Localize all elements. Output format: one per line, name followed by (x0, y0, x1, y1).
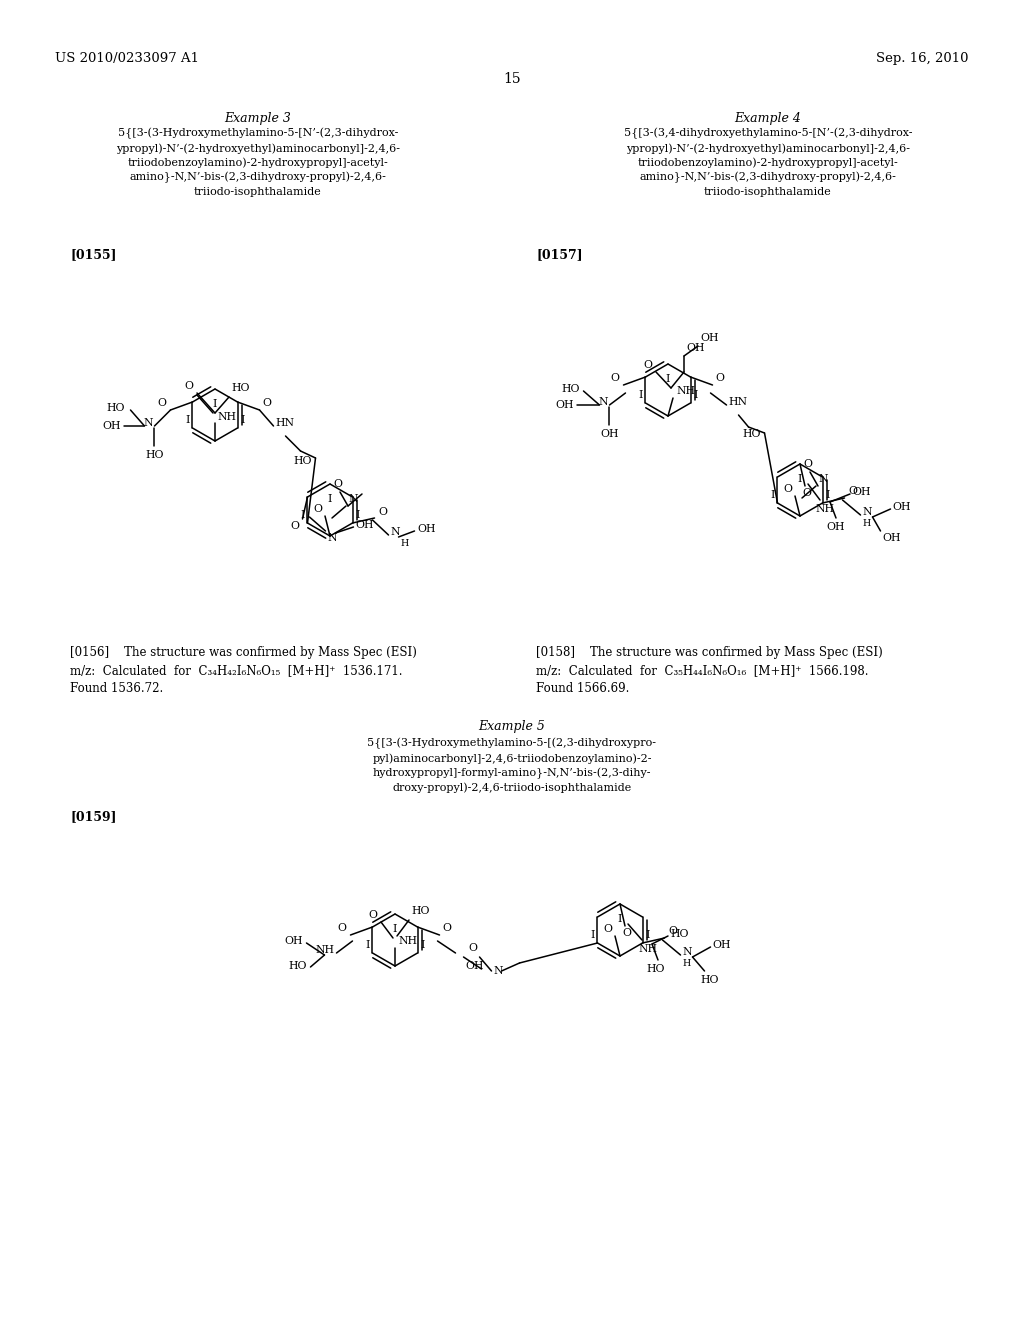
Text: OH: OH (826, 521, 845, 532)
Text: O: O (469, 942, 477, 953)
Text: O: O (783, 484, 792, 494)
Text: I: I (638, 389, 642, 400)
Text: I: I (825, 490, 829, 500)
Text: O: O (610, 374, 620, 383)
Text: OH: OH (700, 333, 719, 343)
Text: I: I (590, 931, 595, 940)
Text: I: I (185, 414, 189, 425)
Text: I: I (770, 490, 774, 500)
Text: I: I (693, 389, 698, 400)
Text: O: O (802, 488, 811, 498)
Text: N: N (494, 966, 503, 975)
Text: O: O (291, 521, 299, 531)
Text: I: I (241, 414, 245, 425)
Text: Example 3: Example 3 (224, 112, 292, 125)
Text: O: O (184, 381, 193, 391)
Text: OH: OH (284, 936, 302, 946)
Text: HO: HO (561, 384, 580, 393)
Text: OH: OH (883, 533, 901, 543)
Text: Example 5: Example 5 (478, 719, 546, 733)
Text: [0155]: [0155] (70, 248, 117, 261)
Text: O: O (442, 923, 452, 933)
Text: I: I (645, 931, 650, 940)
Text: O: O (603, 924, 612, 935)
Text: O: O (334, 479, 342, 488)
Text: HO: HO (647, 964, 666, 974)
Text: I: I (213, 399, 217, 409)
Text: H: H (683, 960, 691, 968)
Text: 5{[3-(3-Hydroxymethylamino-5-[(2,3-dihydroxypro-
pyl)aminocarbonyl]-2,4,6-triiod: 5{[3-(3-Hydroxymethylamino-5-[(2,3-dihyd… (368, 738, 656, 793)
Text: [0156]    The structure was confirmed by Mass Spec (ESI)
m/z:  Calculated  for  : [0156] The structure was confirmed by Ma… (70, 645, 417, 696)
Text: NH: NH (398, 936, 417, 946)
Text: OH: OH (713, 940, 731, 950)
Text: NH: NH (217, 412, 236, 422)
Text: O: O (158, 399, 167, 408)
Text: I: I (617, 913, 623, 924)
Text: I: I (366, 940, 370, 950)
Text: O: O (716, 374, 725, 383)
Text: OH: OH (600, 429, 618, 440)
Text: Sep. 16, 2010: Sep. 16, 2010 (877, 51, 969, 65)
Text: HN: HN (728, 397, 748, 407)
Text: O: O (643, 360, 652, 370)
Text: O: O (849, 486, 857, 496)
Text: 5{[3-(3-Hydroxymethylamino-5-[N’-(2,3-dihydrox-
ypropyl)-N’-(2-hydroxyethyl)amin: 5{[3-(3-Hydroxymethylamino-5-[N’-(2,3-di… (116, 128, 400, 197)
Text: OH: OH (466, 961, 484, 972)
Text: I: I (421, 940, 425, 950)
Text: HO: HO (294, 455, 312, 466)
Text: 15: 15 (503, 73, 521, 86)
Text: OH: OH (355, 520, 374, 531)
Text: OH: OH (555, 400, 573, 411)
Text: OH: OH (893, 502, 911, 512)
Text: HO: HO (105, 403, 125, 413)
Text: H: H (400, 539, 409, 548)
Text: NH: NH (676, 385, 695, 396)
Text: I: I (666, 374, 670, 384)
Text: O: O (804, 459, 812, 469)
Text: N: N (328, 533, 337, 543)
Text: OH: OH (852, 487, 870, 498)
Text: I: I (798, 474, 802, 484)
Text: HO: HO (700, 975, 719, 985)
Text: N: N (598, 397, 607, 407)
Text: I: I (393, 924, 397, 935)
Text: HO: HO (411, 906, 429, 916)
Text: [0157]: [0157] (536, 248, 583, 261)
Text: HO: HO (145, 450, 164, 459)
Text: NH: NH (638, 944, 657, 954)
Text: NH: NH (815, 504, 834, 513)
Text: US 2010/0233097 A1: US 2010/0233097 A1 (55, 51, 199, 65)
Text: N: N (683, 946, 692, 957)
Text: N: N (818, 474, 827, 484)
Text: [0159]: [0159] (70, 810, 117, 822)
Text: O: O (262, 399, 271, 408)
Text: 5{[3-(3,4-dihydroxyethylamino-5-[N’-(2,3-dihydrox-
ypropyl)-N’-(2-hydroxyethyl)a: 5{[3-(3,4-dihydroxyethylamino-5-[N’-(2,3… (624, 128, 912, 197)
Text: N: N (862, 507, 872, 517)
Text: Example 4: Example 4 (734, 112, 802, 125)
Text: O: O (338, 923, 346, 933)
Text: N: N (143, 418, 153, 428)
Text: N: N (348, 494, 357, 504)
Text: OH: OH (418, 524, 436, 535)
Text: I: I (328, 494, 332, 504)
Text: HO: HO (288, 961, 306, 972)
Text: HO: HO (742, 429, 761, 440)
Text: O: O (379, 507, 387, 517)
Text: HN: HN (275, 418, 295, 428)
Text: [0158]    The structure was confirmed by Mass Spec (ESI)
m/z:  Calculated  for  : [0158] The structure was confirmed by Ma… (536, 645, 883, 696)
Text: O: O (368, 909, 377, 920)
Text: OH: OH (102, 421, 121, 432)
Text: HO: HO (231, 383, 250, 393)
Text: O: O (622, 928, 631, 939)
Text: O: O (313, 504, 322, 513)
Text: H: H (862, 519, 870, 528)
Text: OH: OH (686, 343, 705, 352)
Text: I: I (355, 510, 359, 520)
Text: HO: HO (670, 929, 688, 939)
Text: NH: NH (315, 945, 335, 954)
Text: O: O (669, 927, 678, 936)
Text: I: I (300, 510, 304, 520)
Text: N: N (390, 527, 400, 537)
